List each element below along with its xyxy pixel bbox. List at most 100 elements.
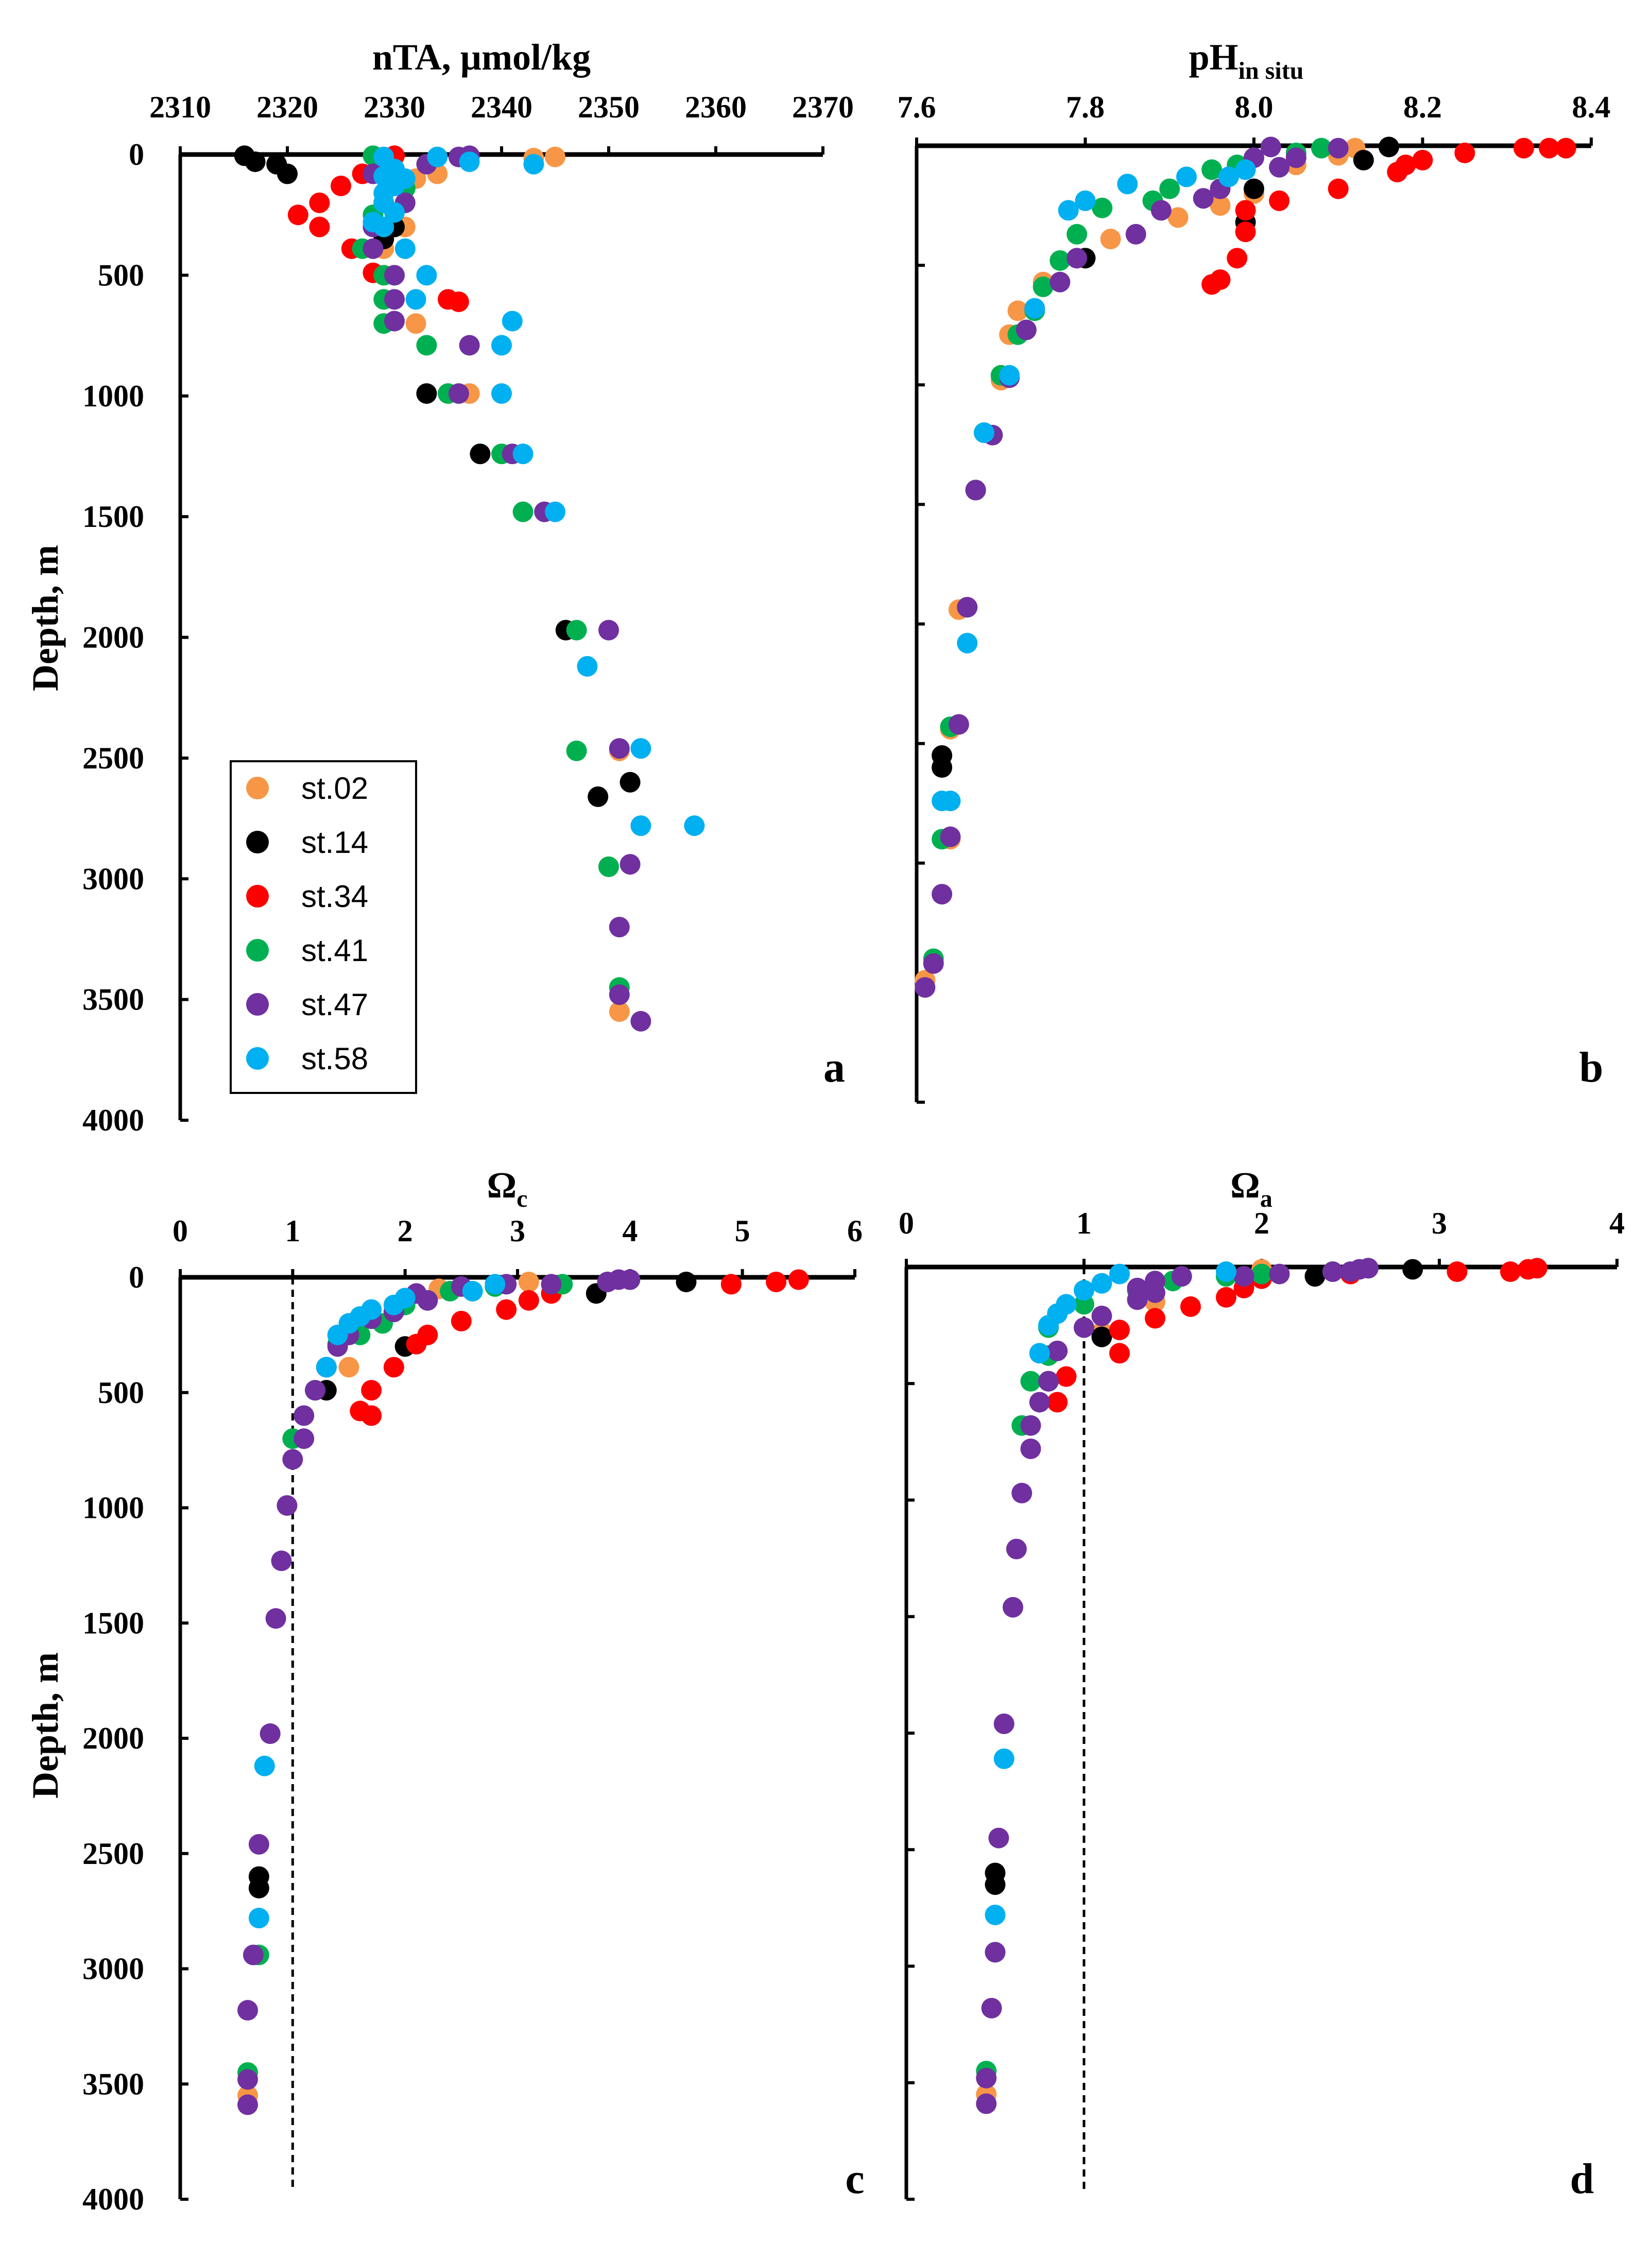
panel-a-point-st34 [309,192,330,213]
panel-a-x-title: nTA, µmol/kg [372,37,591,78]
panel-a-point-st47 [598,620,619,641]
panel-a-x-tick-label: 2360 [685,90,747,124]
panel-c-point-st34 [361,1405,382,1426]
panel-b-point-st14 [1379,136,1399,158]
panel-c-point-st34 [766,1271,787,1292]
panel-b-point-st34 [1555,138,1576,159]
panel-c-point-st02 [338,1357,359,1378]
panel-d-points [976,1258,1547,2114]
panel-a-y-tick-label: 500 [98,258,144,292]
panel-c-x-title: Ωc [487,1165,528,1212]
panel-a-point-st41 [566,740,587,761]
legend-label-st47: st.47 [301,987,368,1022]
panel-b-point-st02 [1100,229,1121,250]
panel-a-point-st58 [684,815,705,836]
panel-b-x-tick-label: 8.0 [1235,90,1274,124]
legend: st.02 st.14 st.34 st.41 st.47 st.58 [230,760,417,1094]
panel-d-point-st58 [993,1748,1014,1769]
panel-b-axes: 7.6 7.8 8.0 8.2 8.4 [898,90,1611,1104]
panel-c-y-tick-label: 4000 [82,2182,144,2216]
legend-label-st34: st.34 [301,879,368,914]
panel-d-point-st47 [1322,1261,1343,1282]
panel-a-point-st58 [630,738,651,759]
panel-a-y-tick-label: 3000 [82,862,144,896]
panel-c-x-title-sub: c [517,1185,527,1212]
panel-d-point-st47 [976,2067,997,2089]
panel-letter-a: a [823,1043,845,1091]
panel-b-point-st47 [940,826,961,847]
panel-b-point-st47 [1016,319,1037,340]
panel-b-x-tick-label: 8.2 [1403,90,1442,124]
legend-entries: st.02 st.14 st.34 st.41 st.47 st.58 [246,771,368,1076]
legend-label-st58: st.58 [301,1041,368,1076]
panel-b-point-st41 [1311,138,1332,159]
panel-c-point-st47 [294,1428,315,1449]
panel-c-x-title-main: Ω [487,1165,517,1206]
panel-c-point-st34 [361,1380,382,1401]
panel-c-point-st34 [406,1333,427,1355]
panel-a-point-st47 [384,265,405,286]
panel-b-x-title: pHin situ [1189,37,1304,84]
panel-a-x-tick-label: 2330 [364,90,425,124]
panel-b-point-st34 [1539,138,1560,159]
panel-b-point-st47 [923,953,944,974]
panel-a-x-tick-label: 2370 [792,90,854,124]
panel-a-axes: 2310 2320 2330 2340 2350 2360 2370 0 500 1000 1500… [82,90,854,1137]
panel-a-point-st47 [363,238,384,259]
panel-c-y-tick-label: 2500 [82,1837,144,1871]
panel-d-point-st47 [1074,1317,1094,1338]
panel-d-x-tick-label: 0 [899,1206,914,1240]
panel-a-y-tick-label: 3500 [82,983,144,1017]
panel-d-point-st58 [1074,1280,1094,1301]
panel-d-point-st58 [1216,1261,1236,1282]
panel-a-point-st34 [448,291,469,312]
legend-label-st41: st.41 [301,933,368,968]
panel-b-point-st47 [1150,200,1172,221]
panel-c-point-st34 [383,1357,404,1378]
panel-b-x-title-sub: in situ [1238,57,1304,84]
panel-a-point-st58 [394,238,416,259]
panel-a-point-st41 [566,620,587,641]
panel-d-point-st47 [1020,1438,1041,1459]
panel-b-point-st58 [974,422,994,443]
panel-c-point-st47 [265,1608,286,1629]
panel-d-point-st47 [1091,1306,1112,1327]
legend-marker-st41 [246,939,269,962]
panel-d-point-st47 [988,1827,1009,1849]
legend-marker-st02 [246,777,269,799]
legend-marker-st58 [246,1047,269,1070]
panel-c-y-tick-label: 500 [98,1376,144,1410]
panel-b-point-st47 [1066,248,1088,269]
panel-c-axes: 0 1 2 3 4 5 6 0 500 1000 1500 2000 2500 3000 3500 4000 [82,1214,863,2216]
panel-d-point-st34 [1216,1287,1236,1308]
panel-c-y-tick-label: 3000 [82,1952,144,1986]
panel-b-point-st58 [1235,159,1256,180]
panel-b-point-st47 [957,597,978,618]
panel-a-point-st58 [502,311,523,332]
panel-d-point-st47 [1269,1263,1290,1285]
panel-c-point-st47 [237,2094,258,2115]
panel-d-point-st41 [1020,1371,1041,1392]
panel-c-x-tick-label: 0 [173,1214,188,1248]
panel-d-point-st34 [1056,1366,1077,1387]
panel-b-point-st34 [1328,178,1349,199]
panel-d-point-st47 [1171,1266,1192,1287]
panel-c-point-st47 [305,1380,325,1401]
panel-b-point-st14 [1244,178,1264,199]
panel-a-points [234,145,705,1032]
panel-a-point-st14 [277,163,298,184]
panel-d-point-st47 [1127,1289,1148,1310]
panel-d-point-st58 [1038,1315,1059,1336]
panel-c-point-st58 [327,1324,348,1345]
panel-c-point-st47 [597,1271,618,1292]
panel-c-point-st34 [496,1299,517,1320]
panel-b-point-st41 [1032,276,1054,297]
y-axis-title-top: Depth, m [25,545,66,691]
panel-a-point-st47 [384,289,405,310]
panel-a-point-st14 [588,786,609,807]
panel-d-point-st47 [981,1997,1002,2018]
panel-b-point-st02 [1210,195,1231,216]
panel-b-point-st47 [1269,157,1290,178]
panel-a-point-st58 [630,815,651,836]
